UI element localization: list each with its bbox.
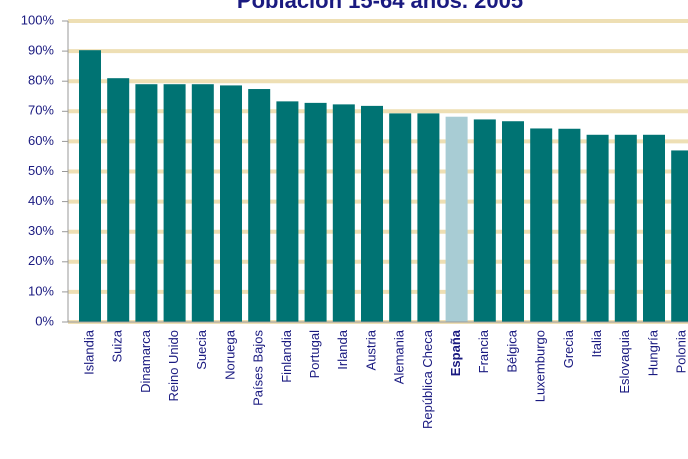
bar — [135, 84, 158, 323]
x-tick-label: Grecia — [561, 329, 576, 368]
x-tick-label: Reino Unido — [166, 330, 181, 402]
y-tick-label: 100% — [21, 12, 55, 27]
bar — [220, 85, 242, 322]
bar — [614, 134, 637, 322]
x-tick-label: Luxemburgo — [533, 330, 548, 402]
x-tick-label: Eslovaquia — [617, 329, 632, 393]
x-tick-label: Bélgica — [504, 329, 519, 372]
x-tick-label: República Checa — [420, 329, 435, 429]
x-tick-label: Dinamarca — [138, 329, 153, 393]
y-tick-label: 10% — [28, 283, 54, 298]
bar — [530, 128, 553, 322]
y-tick-label: 70% — [28, 103, 54, 118]
bar — [473, 119, 496, 322]
bar — [248, 89, 271, 322]
y-tick-label: 60% — [28, 133, 54, 148]
x-tick-label: Suiza — [110, 329, 125, 362]
bar — [445, 116, 468, 322]
bar — [332, 104, 355, 322]
y-tick-label: 80% — [28, 73, 54, 88]
x-tick-label: Italia — [589, 329, 604, 357]
x-tick-label: Francia — [476, 329, 491, 373]
bar — [304, 102, 327, 322]
x-tick-label: Hungría — [645, 329, 660, 376]
y-tick-label: 20% — [28, 253, 54, 268]
bar — [586, 134, 609, 322]
x-tick-label: Países Bajos — [251, 330, 266, 406]
x-tick-label: Polonia — [674, 329, 688, 373]
chart-title: Población 15-64 años. 2005 — [237, 0, 523, 13]
bar — [671, 150, 688, 322]
bar — [558, 128, 581, 322]
y-tick-label: 90% — [28, 43, 54, 58]
y-tick-label: 0% — [35, 313, 54, 328]
bar — [79, 50, 101, 323]
bar — [191, 84, 214, 323]
y-tick-label: 40% — [28, 193, 54, 208]
bar — [107, 78, 130, 322]
x-tick-label: Noruega — [222, 329, 237, 380]
x-tick-label: Islandia — [81, 329, 96, 375]
bar — [389, 113, 412, 322]
x-tick-label: Suecia — [194, 329, 209, 370]
x-tick-label: Finlandia — [279, 329, 294, 383]
bar — [276, 101, 299, 322]
bar — [502, 121, 524, 322]
y-tick-label: 50% — [28, 163, 54, 178]
x-tick-label: Alemania — [392, 329, 407, 384]
x-tick-label: Austria — [363, 329, 378, 370]
bar — [417, 113, 440, 322]
bar — [361, 105, 383, 322]
x-tick-label: Irlanda — [335, 329, 350, 370]
x-tick-label: Portugal — [307, 330, 322, 379]
x-tick-label: España — [448, 329, 463, 376]
bar — [643, 134, 665, 322]
bar — [163, 84, 186, 323]
y-tick-label: 30% — [28, 223, 54, 238]
